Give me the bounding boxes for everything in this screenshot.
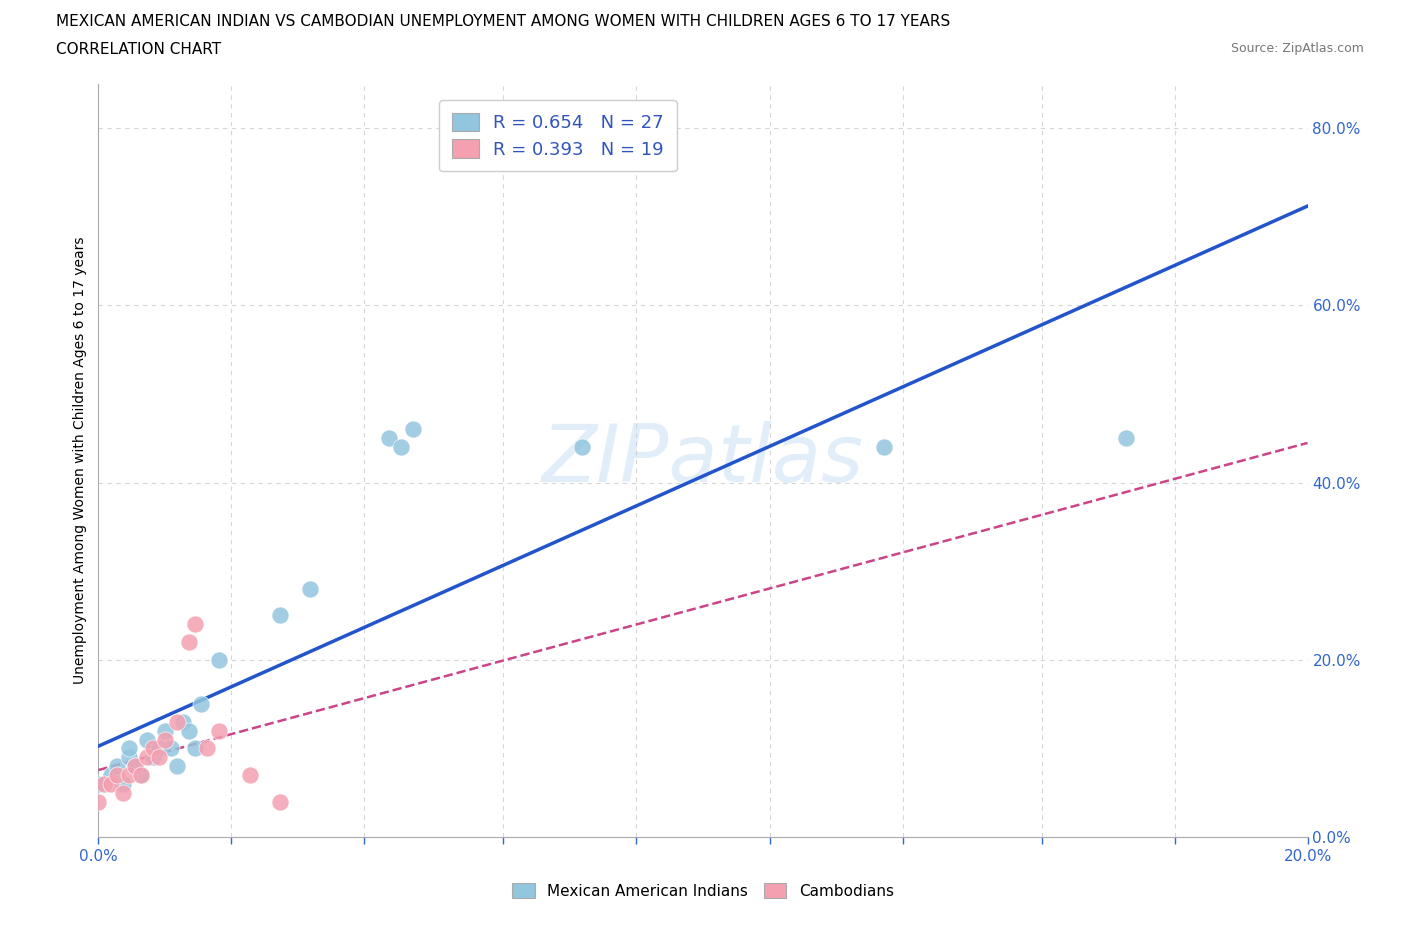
Point: [93, 777, 115, 791]
Point: [118, 741, 141, 756]
Point: [571, 440, 593, 455]
Point: [195, 741, 218, 756]
Point: [873, 440, 896, 455]
Legend: Mexican American Indians, Cambodians: Mexican American Indians, Cambodians: [506, 876, 900, 905]
Point: [269, 608, 291, 623]
Point: [184, 741, 207, 756]
Point: [179, 724, 201, 738]
Text: CORRELATION CHART: CORRELATION CHART: [56, 42, 221, 57]
Text: MEXICAN AMERICAN INDIAN VS CAMBODIAN UNEMPLOYMENT AMONG WOMEN WITH CHILDREN AGES: MEXICAN AMERICAN INDIAN VS CAMBODIAN UNE…: [56, 14, 950, 29]
Point: [166, 759, 188, 774]
Point: [184, 617, 207, 631]
Point: [148, 741, 170, 756]
Point: [299, 581, 322, 596]
Point: [124, 759, 146, 774]
Point: [100, 777, 122, 791]
Point: [118, 750, 141, 764]
Point: [1115, 431, 1137, 445]
Point: [190, 697, 212, 711]
Point: [135, 750, 157, 764]
Point: [148, 750, 170, 764]
Point: [142, 741, 165, 756]
Point: [87, 777, 110, 791]
Point: [135, 732, 157, 747]
Y-axis label: Unemployment Among Women with Children Ages 6 to 17 years: Unemployment Among Women with Children A…: [73, 236, 87, 684]
Point: [377, 431, 399, 445]
Point: [166, 714, 188, 729]
Point: [100, 767, 122, 782]
Point: [111, 785, 134, 800]
Point: [118, 767, 141, 782]
Point: [105, 759, 128, 774]
Point: [239, 767, 262, 782]
Point: [208, 652, 231, 667]
Point: [172, 714, 194, 729]
Text: ZIPatlas: ZIPatlas: [541, 421, 865, 499]
Point: [402, 422, 425, 437]
Point: [160, 741, 183, 756]
Point: [129, 767, 152, 782]
Point: [269, 794, 291, 809]
Point: [87, 794, 110, 809]
Point: [142, 750, 165, 764]
Point: [179, 634, 201, 649]
Text: Source: ZipAtlas.com: Source: ZipAtlas.com: [1230, 42, 1364, 55]
Point: [111, 777, 134, 791]
Point: [208, 724, 231, 738]
Point: [153, 732, 176, 747]
Point: [389, 440, 412, 455]
Point: [124, 759, 146, 774]
Point: [129, 767, 152, 782]
Point: [105, 767, 128, 782]
Point: [153, 724, 176, 738]
